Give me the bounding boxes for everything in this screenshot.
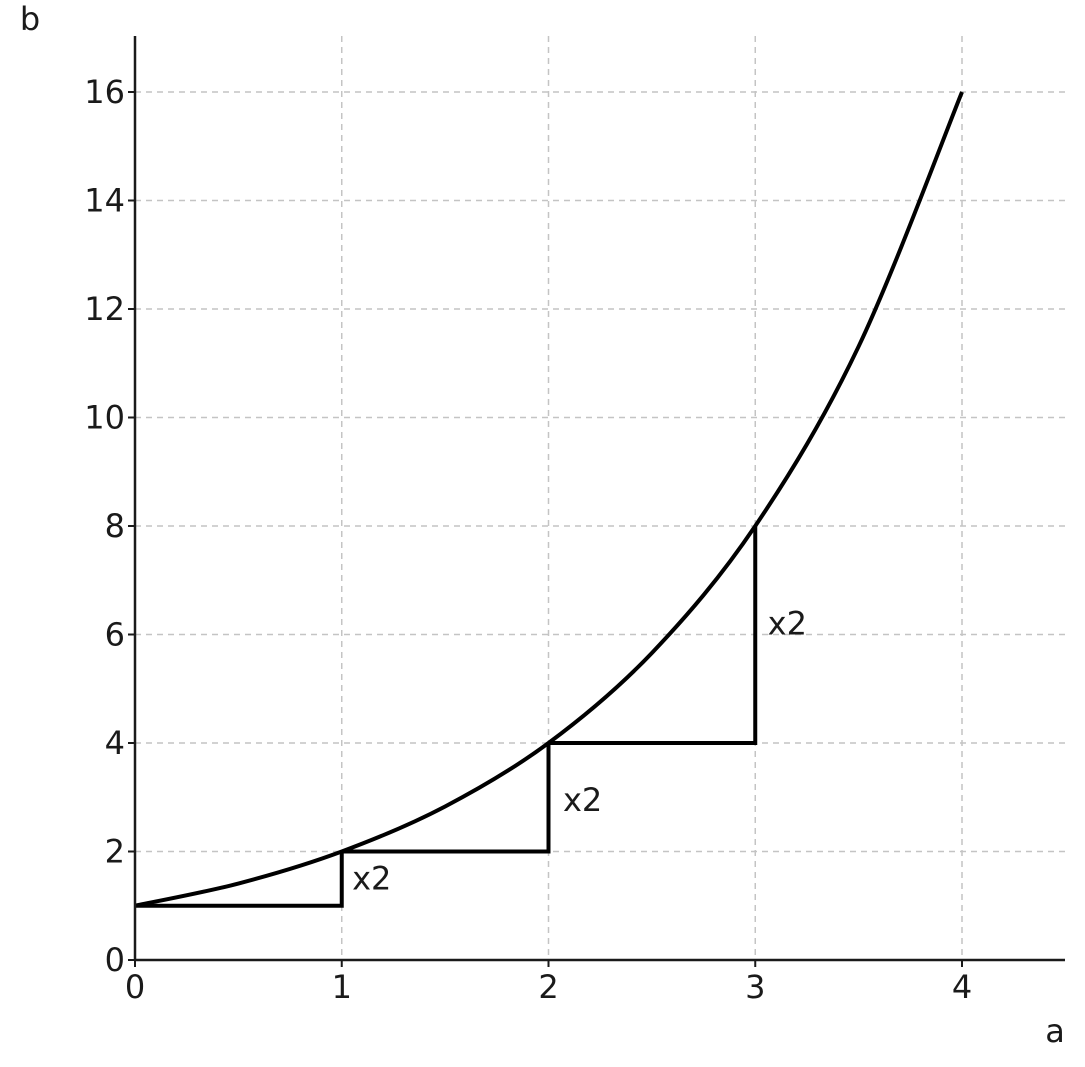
y-axis-label: b — [20, 0, 40, 38]
x-tick-label: 3 — [745, 968, 765, 1006]
step-polyline — [341, 743, 551, 854]
y-tick-label: 0 — [105, 941, 125, 979]
axes — [133, 36, 1065, 962]
step-polyline — [548, 526, 758, 745]
step-label: x2 — [768, 605, 807, 643]
step-label: x2 — [352, 860, 391, 898]
step-triangles — [135, 526, 758, 908]
step-polyline — [135, 851, 344, 908]
x-tick-label: 0 — [125, 968, 145, 1006]
y-tick-label: 4 — [105, 724, 125, 762]
x-tick-label: 1 — [332, 968, 352, 1006]
y-tick-label: 12 — [84, 290, 125, 328]
x-tick-label: 4 — [952, 968, 972, 1006]
x-tick-label: 2 — [538, 968, 558, 1006]
x-axis-label: a — [1045, 1012, 1065, 1050]
y-tick-label: 14 — [84, 182, 125, 220]
step-annotations: x2 x2 x2 — [352, 605, 807, 898]
step-label: x2 — [563, 781, 602, 819]
grid-lines — [135, 36, 1065, 960]
y-tick-label: 2 — [105, 833, 125, 871]
y-tick-label: 6 — [105, 616, 125, 654]
exponential-curve — [134, 91, 964, 908]
y-tick-label: 10 — [84, 399, 125, 437]
tick-marks — [128, 91, 963, 967]
y-tick-label: 16 — [84, 73, 125, 111]
y-tick-label: 8 — [105, 507, 125, 545]
